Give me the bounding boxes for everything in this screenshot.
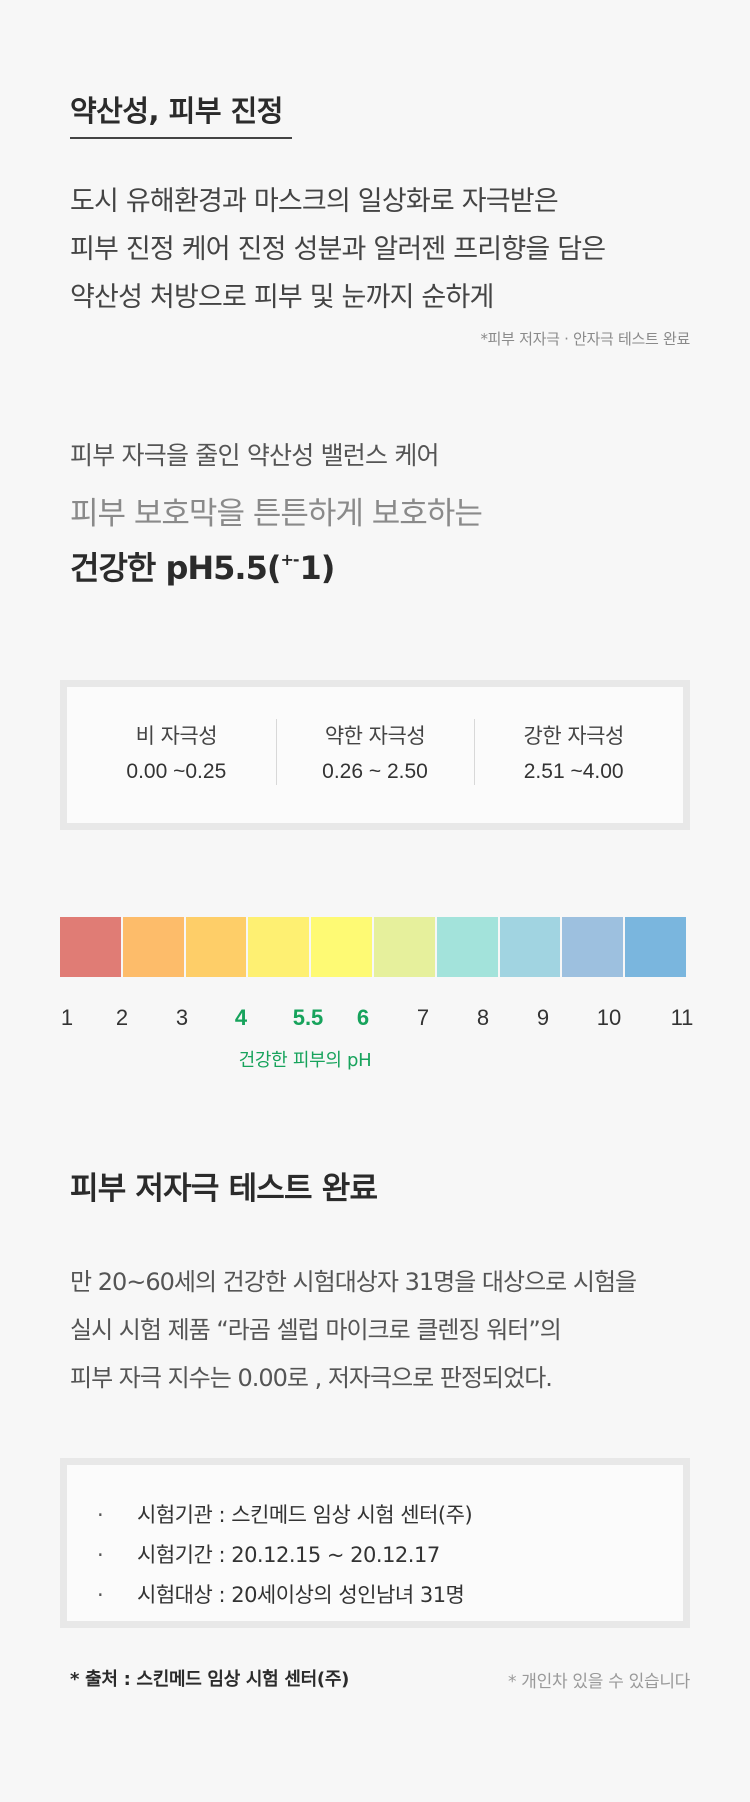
ph-scale-cell — [185, 917, 247, 977]
info-item-period: · 시험기간 : 20.12.15 ~ 20.12.17 — [97, 1535, 683, 1575]
disclaimer-note: * 개인차 있을 수 있습니다 — [507, 1672, 690, 1692]
test-description: 만 20~60세의 건강한 시험대상자 31명을 대상으로 시험을 실시 시험 … — [70, 1258, 710, 1402]
ph-scale-label: 10 — [596, 1005, 622, 1030]
ph-scale-cell — [436, 917, 498, 977]
test-line: 만 20~60세의 건강한 시험대상자 31명을 대상으로 시험을 — [70, 1268, 637, 1296]
ph-scale-label: 6 — [356, 1005, 370, 1030]
ph-scale-label: 1 — [60, 1005, 74, 1030]
section-title-weak-acid: 약산성, 피부 진정 — [70, 94, 283, 128]
irritation-range: 2.51 ~4.00 — [523, 760, 624, 783]
healthy-skin-ph-note: 건강한 피부의 pH — [238, 1050, 372, 1071]
irritation-column-none: 비 자극성 0.00 ~0.25 — [77, 719, 276, 791]
title-underline — [70, 137, 292, 139]
ph-scale-cell — [562, 917, 624, 977]
intro-line: 도시 유해환경과 마스크의 일상화로 자극받은 — [70, 186, 559, 217]
ph-headline: 건강한 pH5.5(+-1) — [70, 549, 335, 587]
irritation-range: 0.26 ~ 2.50 — [322, 760, 428, 783]
intro-line: 약산성 처방으로 피부 및 눈까지 순하게 — [70, 282, 494, 313]
ph-tagline: 피부 보호막을 튼튼하게 보호하는 — [70, 496, 483, 532]
irritation-label: 약한 자극성 — [324, 724, 426, 748]
irritation-label: 비 자극성 — [135, 724, 218, 748]
test-note: *피부 저자극 · 안자극 테스트 완료 — [480, 330, 690, 348]
irritation-index-box: 비 자극성 0.00 ~0.25 약한 자극성 0.26 ~ 2.50 강한 자… — [60, 680, 690, 830]
ph-scale-label: 9 — [536, 1005, 550, 1030]
ph-scale-label: 3 — [175, 1005, 189, 1030]
ph-scale-cell — [625, 917, 686, 977]
ph-scale-label: 7 — [416, 1005, 430, 1030]
ph-scale-cell — [122, 917, 184, 977]
ph-scale-label: 2 — [115, 1005, 129, 1030]
ph-scale-cell — [499, 917, 561, 977]
test-line: 피부 자극 지수는 0.00로 , 저자극으로 판정되었다. — [70, 1364, 553, 1392]
ph-scale-cell — [373, 917, 435, 977]
info-item-subjects: · 시험대상 : 20세이상의 성인남녀 31명 — [97, 1575, 683, 1615]
bullet-icon: · — [97, 1583, 104, 1607]
ph-scale-cell — [60, 917, 121, 977]
ph-color-scale — [60, 917, 686, 977]
ph-scale-label: 8 — [476, 1005, 490, 1030]
test-section-title: 피부 저자극 테스트 완료 — [70, 1171, 378, 1207]
ph-scale-cell — [311, 917, 372, 977]
ph-scale-label: 4 — [234, 1005, 248, 1030]
intro-description: 도시 유해환경과 마스크의 일상화로 자극받은 피부 진정 케어 진정 성분과 … — [70, 178, 710, 322]
irritation-column-weak: 약한 자극성 0.26 ~ 2.50 — [275, 719, 475, 791]
source-note: * 출처 : 스킨메드 임상 시험 센터(주) — [70, 1669, 350, 1690]
info-item-institution: · 시험기관 : 스킨메드 임상 시험 센터(주) — [97, 1495, 683, 1535]
bullet-icon: · — [97, 1543, 104, 1567]
irritation-range: 0.00 ~0.25 — [126, 760, 227, 783]
ph-scale-cell — [248, 917, 310, 977]
ph-scale-label: 5.5 — [292, 1005, 324, 1030]
intro-line: 피부 진정 케어 진정 성분과 알러젠 프리향을 담은 — [70, 234, 606, 265]
bullet-icon: · — [97, 1503, 104, 1527]
irritation-label: 강한 자극성 — [523, 724, 625, 748]
irritation-column-strong: 강한 자극성 2.51 ~4.00 — [474, 719, 673, 791]
test-info-box: · 시험기관 : 스킨메드 임상 시험 센터(주) · 시험기간 : 20.12.1… — [60, 1458, 690, 1628]
test-line: 실시 시험 제품 “라곰 셀럽 마이크로 클렌징 워터”의 — [70, 1316, 562, 1344]
ph-subtitle: 피부 자극을 줄인 약산성 밸런스 케어 — [70, 441, 440, 470]
ph-scale-label: 11 — [670, 1005, 694, 1030]
